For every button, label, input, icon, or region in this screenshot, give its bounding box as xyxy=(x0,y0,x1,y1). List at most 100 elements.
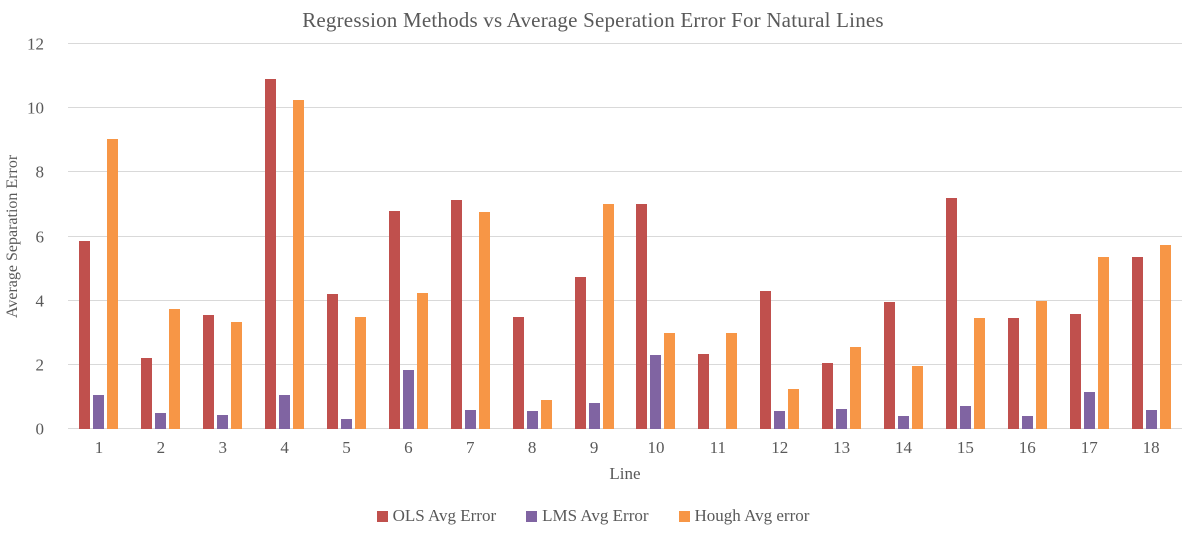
bar-hough-avg-error-line-11 xyxy=(726,332,738,429)
x-tick-label-2: 2 xyxy=(156,438,166,457)
bar-group-line-3 xyxy=(192,44,254,429)
bar-lms-avg-error-line-16 xyxy=(1021,416,1033,429)
bar-group-line-8 xyxy=(501,44,563,429)
bar-group-line-6 xyxy=(377,44,439,429)
bar-ols-avg-error-line-1 xyxy=(79,241,91,429)
bar-group-line-1 xyxy=(68,44,130,429)
bar-hough-avg-error-line-13 xyxy=(850,347,862,429)
bar-hough-avg-error-line-18 xyxy=(1159,244,1171,429)
bar-ols-avg-error-line-3 xyxy=(203,315,215,429)
x-axis-title: Line xyxy=(609,464,641,483)
bar-lms-avg-error-line-10 xyxy=(650,355,662,429)
bar-hough-avg-error-line-3 xyxy=(231,321,243,429)
bar-ols-avg-error-line-13 xyxy=(822,363,834,429)
y-tick-label-10: 10 xyxy=(27,98,44,118)
bar-ols-avg-error-line-6 xyxy=(388,210,400,429)
bar-hough-avg-error-line-10 xyxy=(664,332,676,429)
bar-group-line-9 xyxy=(563,44,625,429)
legend-label-lms-avg-error: LMS Avg Error xyxy=(542,506,649,525)
x-tick-label-15: 15 xyxy=(956,438,974,457)
bar-lms-avg-error-line-7 xyxy=(464,409,476,429)
bar-ols-avg-error-line-16 xyxy=(1007,318,1019,429)
x-tick-label-9: 9 xyxy=(589,438,599,457)
gridline-10 xyxy=(68,107,1182,109)
y-tick-label-4: 4 xyxy=(35,291,45,311)
y-axis-tick-labels: 0 2 4 6 8 10 12 xyxy=(0,36,58,438)
bar-lms-avg-error-line-9 xyxy=(588,403,600,429)
x-axis-tick-labels: 1 2 3 4 5 6 7 8 9 10 11 12 13 14 15 16 17 18 xyxy=(68,438,1182,458)
bar-group-line-14 xyxy=(873,44,935,429)
y-tick-label-8: 8 xyxy=(35,162,45,182)
bar-lms-avg-error-line-18 xyxy=(1145,410,1157,429)
plot-area xyxy=(68,43,1182,429)
legend-swatch-icon-ols-avg-error xyxy=(376,510,388,522)
gridline-12 xyxy=(68,43,1182,44)
bar-group-line-12 xyxy=(749,44,811,429)
bar-lms-avg-error-line-4 xyxy=(279,395,291,429)
bar-hough-avg-error-line-16 xyxy=(1035,300,1047,429)
bar-lms-avg-error-line-3 xyxy=(217,414,229,429)
legend-label-hough-avg-error: Hough Avg error xyxy=(694,506,810,525)
legend-swatch-icon-hough-avg-error xyxy=(678,510,690,522)
bar-group-line-18 xyxy=(1120,44,1182,429)
bar-lms-avg-error-line-1 xyxy=(93,395,105,429)
bar-hough-avg-error-line-7 xyxy=(478,212,490,429)
x-tick-label-5: 5 xyxy=(342,438,351,457)
bar-hough-avg-error-line-4 xyxy=(293,100,305,429)
x-tick-label-18: 18 xyxy=(1142,438,1160,457)
bar-hough-avg-error-line-5 xyxy=(355,316,366,429)
bar-hough-avg-error-line-15 xyxy=(973,318,985,429)
bar-group-line-7 xyxy=(439,44,501,429)
legend-swatch-icon-lms-avg-error xyxy=(526,510,538,522)
bar-ols-avg-error-line-18 xyxy=(1131,257,1143,429)
x-tick-label-12: 12 xyxy=(771,438,789,457)
x-tick-label-17: 17 xyxy=(1080,438,1098,457)
gridline-4 xyxy=(68,299,1182,301)
bar-group-line-15 xyxy=(934,44,996,429)
bar-group-line-5 xyxy=(316,44,378,429)
bar-group-line-17 xyxy=(1058,44,1120,429)
bar-hough-avg-error-line-2 xyxy=(169,308,181,429)
bar-ols-avg-error-line-14 xyxy=(884,302,896,429)
gridline-0 xyxy=(68,428,1182,429)
x-tick-label-11: 11 xyxy=(709,438,727,457)
y-tick-label-2: 2 xyxy=(35,355,45,375)
x-tick-label-16: 16 xyxy=(1018,438,1036,457)
bar-ols-avg-error-line-17 xyxy=(1069,313,1081,429)
bar-groups xyxy=(68,44,1182,429)
bar-ols-avg-error-line-8 xyxy=(512,316,524,429)
gridline-2 xyxy=(68,363,1182,365)
bar-hough-avg-error-line-12 xyxy=(788,388,800,429)
x-tick-label-4: 4 xyxy=(280,438,289,457)
bar-hough-avg-error-line-14 xyxy=(912,366,924,429)
y-tick-label-6: 6 xyxy=(35,227,45,246)
bar-ols-avg-error-line-9 xyxy=(574,276,586,429)
bar-lms-avg-error-line-6 xyxy=(402,369,414,429)
y-tick-label-12: 12 xyxy=(27,34,44,54)
bar-lms-avg-error-line-8 xyxy=(526,411,538,429)
x-tick-label-8: 8 xyxy=(527,438,537,457)
bar-hough-avg-error-line-8 xyxy=(540,400,552,429)
bar-lms-avg-error-line-2 xyxy=(155,412,167,429)
gridline-6 xyxy=(68,235,1182,237)
x-tick-label-1: 1 xyxy=(94,438,104,457)
bar-hough-avg-error-line-9 xyxy=(602,204,614,429)
legend-item-lms-avg-error: LMS Avg Error xyxy=(526,506,649,526)
bar-group-line-11 xyxy=(687,44,749,429)
bar-ols-avg-error-line-11 xyxy=(698,353,710,429)
x-tick-label-7: 7 xyxy=(466,438,475,457)
bar-ols-avg-error-line-15 xyxy=(945,198,957,429)
bar-group-line-2 xyxy=(130,44,192,429)
bar-lms-avg-error-line-13 xyxy=(836,409,848,429)
bar-group-line-10 xyxy=(625,44,687,429)
x-tick-label-10: 10 xyxy=(647,438,665,457)
bar-group-line-16 xyxy=(996,44,1058,429)
legend-item-ols-avg-error: OLS Avg Error xyxy=(376,506,496,526)
bar-lms-avg-error-line-14 xyxy=(898,416,910,429)
y-tick-label-0: 0 xyxy=(35,419,45,439)
bar-ols-avg-error-line-4 xyxy=(265,79,277,429)
bar-ols-avg-error-line-7 xyxy=(450,199,462,429)
legend-item-hough-avg-error: Hough Avg error xyxy=(678,506,810,526)
bar-hough-avg-error-line-17 xyxy=(1097,257,1109,429)
